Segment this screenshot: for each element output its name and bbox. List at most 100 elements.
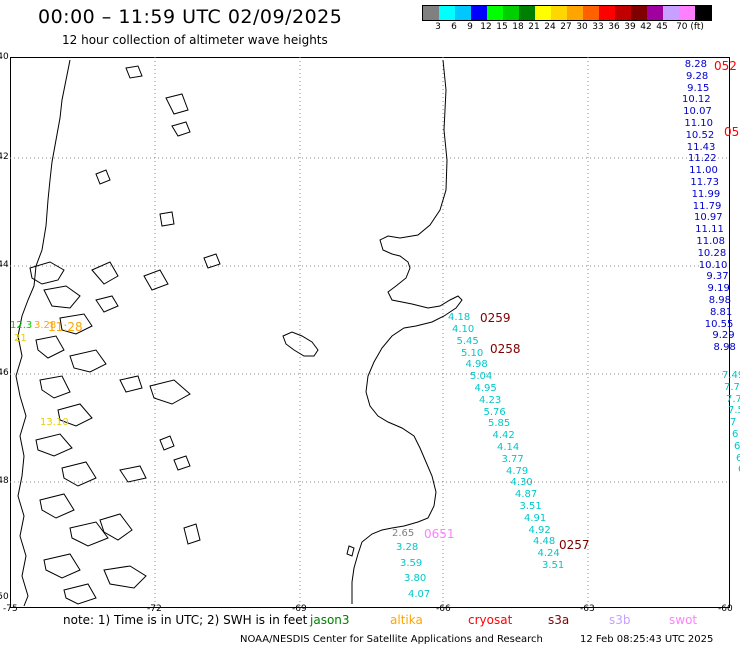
wave-height-value: 13.10 bbox=[40, 417, 69, 428]
color-scale-label: 42 bbox=[640, 22, 652, 32]
wave-height-value: 8.81 bbox=[709, 306, 733, 318]
wave-height-value: 7.49 bbox=[722, 370, 740, 381]
color-scale-label: 45 bbox=[656, 22, 668, 32]
color-scale-label: 12 bbox=[480, 22, 492, 32]
wave-height-value: 11.22 bbox=[687, 153, 717, 165]
wave-height-value: 10.10 bbox=[698, 259, 728, 271]
wave-height-value: 8.98 bbox=[713, 342, 736, 354]
note-text: note: 1) Time is in UTC; 2) SWH is in fe… bbox=[63, 613, 308, 627]
wave-height-value: 4.07 bbox=[408, 588, 431, 600]
lon-tick: -66 bbox=[436, 604, 451, 614]
wave-height-value: 2.65 bbox=[392, 528, 415, 539]
wave-height-value: 3.51 bbox=[542, 560, 565, 571]
color-swatch bbox=[487, 6, 503, 20]
wave-height-value: 11.10 bbox=[684, 118, 713, 129]
legend-item-jason3: jason3 bbox=[310, 613, 350, 627]
wave-height-value: 4.48 bbox=[533, 536, 556, 548]
lat-tick: -42 bbox=[0, 152, 9, 162]
wave-height-value: 7.7 bbox=[726, 393, 740, 405]
wave-height-value: 10.28 bbox=[697, 247, 727, 259]
wave-height-value: 4.87 bbox=[515, 489, 538, 501]
color-swatch bbox=[551, 6, 567, 20]
wave-height-value: 3.80 bbox=[404, 573, 427, 584]
color-scale-label: 6 bbox=[451, 22, 457, 32]
wave-height-value: 8.98 bbox=[708, 295, 731, 306]
pass-time-label: 05 bbox=[724, 125, 740, 139]
wave-height-value: 4.30 bbox=[510, 477, 533, 489]
wave-height-value: 21 bbox=[14, 333, 27, 344]
legend-item-s3b: s3b bbox=[609, 613, 631, 627]
inland-lakes bbox=[95, 65, 221, 471]
wave-height-value: 11.08 bbox=[696, 236, 725, 247]
color-scale-label: 24 bbox=[544, 22, 556, 32]
wave-height-value: 9.37 bbox=[706, 271, 729, 283]
color-swatch bbox=[631, 6, 647, 20]
color-swatch bbox=[599, 6, 615, 20]
color-scale-label: 30 bbox=[576, 22, 588, 32]
wave-height-value: 4.14 bbox=[497, 442, 520, 453]
color-swatch bbox=[439, 6, 455, 20]
color-scale-bar bbox=[422, 5, 712, 21]
wave-height-value: 4.79 bbox=[506, 465, 529, 477]
east-island bbox=[346, 545, 355, 557]
color-scale-label: 21 bbox=[528, 22, 540, 32]
wave-height-value: 3.28 bbox=[396, 542, 419, 553]
lon-tick: -60 bbox=[718, 604, 733, 614]
color-scale-label: 70 (ft) bbox=[676, 22, 704, 32]
wave-height-value: 4.91 bbox=[524, 512, 547, 524]
east-island bbox=[282, 331, 319, 357]
color-swatch bbox=[455, 6, 471, 20]
wave-height-value: 3.77 bbox=[501, 453, 524, 465]
west-fjord-islands bbox=[29, 261, 201, 605]
wave-height-value: 5.10 bbox=[461, 347, 484, 359]
pass-time-label: 0259 bbox=[480, 311, 511, 325]
wave-height-value: 3.28 bbox=[34, 320, 57, 331]
lat-tick: -40 bbox=[0, 52, 9, 62]
pass-time-label: 0651 bbox=[424, 527, 455, 541]
wave-height-value: 7 bbox=[730, 417, 737, 429]
wave-height-value: 4.24 bbox=[537, 548, 560, 560]
color-swatch bbox=[503, 6, 519, 20]
legend-item-swot: swot bbox=[669, 613, 698, 627]
wave-height-value: 11.00 bbox=[689, 165, 718, 177]
color-swatch bbox=[471, 6, 487, 20]
color-scale-label: 33 bbox=[592, 22, 604, 32]
color-scale-label: 15 bbox=[496, 22, 508, 32]
lon-tick: -69 bbox=[292, 604, 307, 614]
wave-height-value: 9.28 bbox=[685, 70, 709, 82]
color-swatch bbox=[615, 6, 631, 20]
wave-height-value: 4.95 bbox=[474, 383, 497, 394]
wave-height-value: 4.98 bbox=[465, 359, 488, 371]
wave-height-value: 5.76 bbox=[483, 406, 506, 418]
lat-tick: -48 bbox=[0, 476, 9, 486]
wave-height-value: 6 bbox=[738, 464, 740, 475]
color-swatch bbox=[423, 6, 439, 20]
wave-height-value: 10.07 bbox=[683, 106, 712, 118]
map-frame bbox=[10, 57, 730, 608]
wave-height-value: 11.11 bbox=[695, 224, 724, 236]
color-scale-label: 18 bbox=[512, 22, 524, 32]
wave-height-value: 3.59 bbox=[400, 557, 423, 569]
color-scale-label: 3 bbox=[435, 22, 441, 32]
color-swatch bbox=[647, 6, 663, 20]
color-swatch bbox=[663, 6, 679, 20]
wave-height-value: 6 bbox=[736, 452, 740, 464]
lat-tick: -50 bbox=[0, 592, 9, 602]
legend-item-s3a: s3a bbox=[548, 613, 570, 627]
wave-height-value: 7.5 bbox=[728, 405, 740, 417]
wave-height-value: 8.28 bbox=[684, 59, 707, 70]
east-coastline bbox=[351, 59, 463, 604]
wave-height-value: 4.23 bbox=[479, 394, 502, 406]
color-swatch bbox=[519, 6, 535, 20]
wave-height-value: 11.99 bbox=[691, 188, 721, 200]
wave-height-value: 4.92 bbox=[528, 524, 551, 536]
wave-height-value: 9.19 bbox=[707, 283, 730, 295]
wave-height-value: 4.18 bbox=[448, 312, 471, 323]
color-swatch bbox=[567, 6, 583, 20]
lon-tick: -75 bbox=[3, 604, 18, 614]
lon-tick: -72 bbox=[147, 604, 162, 614]
wave-height-value: 12.3 bbox=[10, 320, 33, 331]
west-coastline bbox=[15, 59, 71, 607]
wave-height-value: 5.04 bbox=[470, 371, 493, 383]
pass-time-label: 052 bbox=[714, 59, 737, 73]
